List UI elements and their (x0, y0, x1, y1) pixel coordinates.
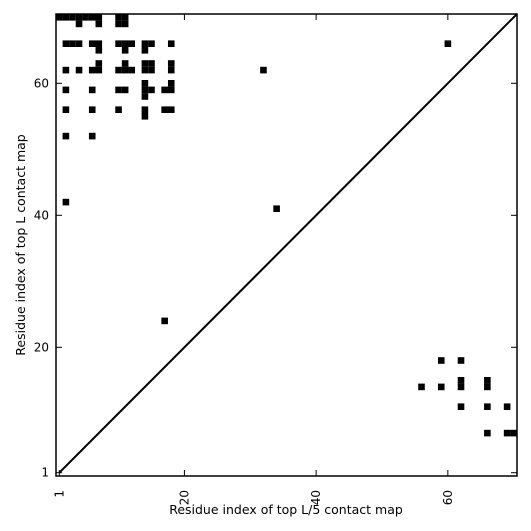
contact-point (148, 40, 155, 47)
contact-point (128, 40, 136, 47)
y-tick-label: 40 (34, 208, 49, 222)
contact-point (75, 20, 83, 28)
contact-point (161, 106, 168, 113)
contact-point (167, 86, 175, 94)
contact-point (484, 403, 491, 410)
contact-point (95, 60, 103, 67)
contact-point (115, 66, 122, 74)
contact-point (167, 60, 175, 67)
contact-point (121, 14, 129, 21)
contact-point (161, 317, 168, 325)
contact-point (62, 106, 70, 113)
contact-point (62, 132, 70, 140)
contact-point (437, 357, 445, 364)
contact-point (62, 66, 70, 74)
contact-point (141, 113, 149, 120)
contact-point (418, 383, 425, 391)
contact-point (141, 40, 149, 47)
contact-point (121, 60, 129, 67)
plot-frame (55, 13, 518, 477)
contact-point (141, 47, 149, 54)
contact-point (115, 14, 122, 21)
contact-point (167, 80, 175, 87)
contact-point (121, 20, 129, 28)
contact-point (62, 14, 70, 21)
contact-point (457, 383, 465, 391)
contact-point (75, 14, 83, 21)
contact-point (115, 20, 122, 28)
contact-point (82, 14, 89, 21)
axis-ticks: 1 20 40 60 1 20 40 60 (34, 14, 517, 505)
contact-point (484, 429, 491, 437)
contact-point (444, 40, 452, 47)
contact-point (75, 66, 83, 74)
contact-point (510, 429, 517, 437)
contact-point (457, 357, 465, 364)
contact-point (148, 66, 155, 74)
contact-point (457, 377, 465, 384)
contact-point (260, 66, 267, 74)
contact-point (62, 198, 70, 206)
contact-point (69, 40, 76, 47)
contact-point (62, 86, 70, 94)
contact-point (437, 383, 445, 391)
contact-point (121, 47, 129, 54)
contact-point (148, 60, 155, 67)
contact-point (484, 383, 491, 391)
contact-point (95, 66, 103, 74)
contact-point (88, 106, 96, 113)
contact-point (503, 429, 511, 437)
x-tick-label: 1 (52, 490, 66, 498)
contact-point (75, 40, 83, 47)
contact-point (503, 403, 511, 410)
contact-point (88, 66, 96, 74)
contact-point (167, 66, 175, 74)
x-axis-label: Residue index of top L/5 contact map (169, 502, 403, 517)
contact-marks (56, 14, 517, 437)
contact-point (121, 86, 129, 94)
y-tick-label: 60 (34, 76, 49, 90)
contact-point (167, 40, 175, 47)
contact-point (88, 86, 96, 94)
contact-point (141, 80, 149, 87)
x-tick-label: 60 (441, 490, 455, 505)
x-tick-label: 20 (177, 490, 191, 505)
contact-point (161, 86, 168, 94)
contact-point (69, 14, 76, 21)
contact-point (121, 66, 129, 74)
contact-point (88, 132, 96, 140)
contact-point (141, 93, 149, 100)
contact-point (95, 47, 103, 54)
contact-point (141, 86, 149, 94)
contact-point (484, 377, 491, 384)
contact-point (457, 403, 465, 410)
contact-point (115, 106, 122, 113)
contact-point (167, 106, 175, 113)
contact-point (115, 40, 122, 47)
contact-point (121, 40, 129, 47)
contact-point (128, 66, 136, 74)
contact-point (141, 66, 149, 74)
contact-point (95, 40, 103, 47)
contact-point (148, 86, 155, 94)
x-tick-label: 40 (309, 490, 323, 505)
contact-point (95, 14, 103, 21)
contact-point (88, 14, 96, 21)
contact-point (141, 60, 149, 67)
y-tick-label: 20 (34, 340, 49, 354)
y-axis-label: Residue index of top L contact map (13, 134, 28, 355)
diagonal-line (58, 13, 518, 474)
contact-point (115, 86, 122, 94)
contact-point (88, 40, 96, 47)
y-tick-label: 1 (41, 466, 49, 480)
contact-point (141, 106, 149, 113)
contact-point (95, 20, 103, 28)
contact-point (62, 40, 70, 47)
contact-point (273, 205, 280, 212)
